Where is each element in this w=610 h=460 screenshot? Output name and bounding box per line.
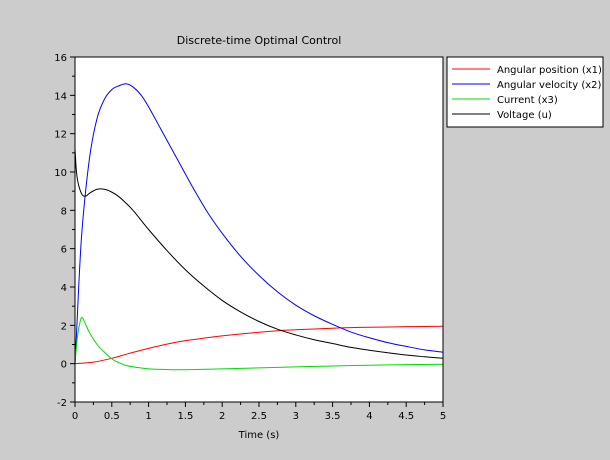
- y-tick-label: -2: [57, 398, 67, 409]
- plot-frame: [74, 56, 444, 403]
- plot-area: [75, 57, 443, 402]
- y-tick-label: 10: [54, 168, 67, 179]
- x-tick-label: 2.5: [251, 411, 267, 422]
- legend: Angular position (x1) Angular velocity (x…: [446, 56, 604, 128]
- y-tick-label: 4: [61, 283, 67, 294]
- x-tick-label: 4: [366, 411, 372, 422]
- y-tick-label: 0: [61, 360, 67, 371]
- x-tick-label: 5: [440, 411, 446, 422]
- legend-label: Angular velocity (x2): [497, 80, 602, 91]
- y-tick-label: 16: [54, 53, 67, 64]
- series-line-1: [74, 325, 444, 365]
- x-tick-label: 2: [219, 411, 225, 422]
- y-tick-label: 12: [54, 130, 67, 141]
- chart-title: Discrete-time Optimal Control: [177, 34, 342, 47]
- x-tick-label: 3.5: [325, 411, 341, 422]
- series-line-3: [74, 317, 444, 371]
- series-line-4: [74, 148, 444, 359]
- x-tick-label: 4.5: [398, 411, 414, 422]
- y-tick-label: 8: [61, 206, 67, 217]
- x-tick-label: 3: [293, 411, 299, 422]
- y-tick-label: 6: [61, 245, 67, 256]
- series-line-2: [74, 83, 444, 364]
- x-tick-label: 1.5: [177, 411, 193, 422]
- y-tick-label: 2: [61, 321, 67, 332]
- legend-label: Current (x3): [497, 95, 558, 106]
- y-tick-label: 14: [54, 91, 67, 102]
- x-tick-label: 0: [72, 411, 78, 422]
- x-tick-label: 0.5: [104, 411, 120, 422]
- x-tick-label: 1: [145, 411, 151, 422]
- legend-label: Angular position (x1): [497, 65, 602, 76]
- axes-layer: 0 0.5 1 1.5 2 2.5 3 3.5 4 4.5 5 -2 0 2 4 6 8 10 12 14 16: [54, 53, 446, 422]
- x-axis-label: Time (s): [238, 430, 280, 441]
- legend-entries: Angular position (x1) Angular velocity (x…: [452, 65, 602, 121]
- series-layer: [74, 83, 444, 371]
- legend-label: Voltage (u): [497, 110, 552, 121]
